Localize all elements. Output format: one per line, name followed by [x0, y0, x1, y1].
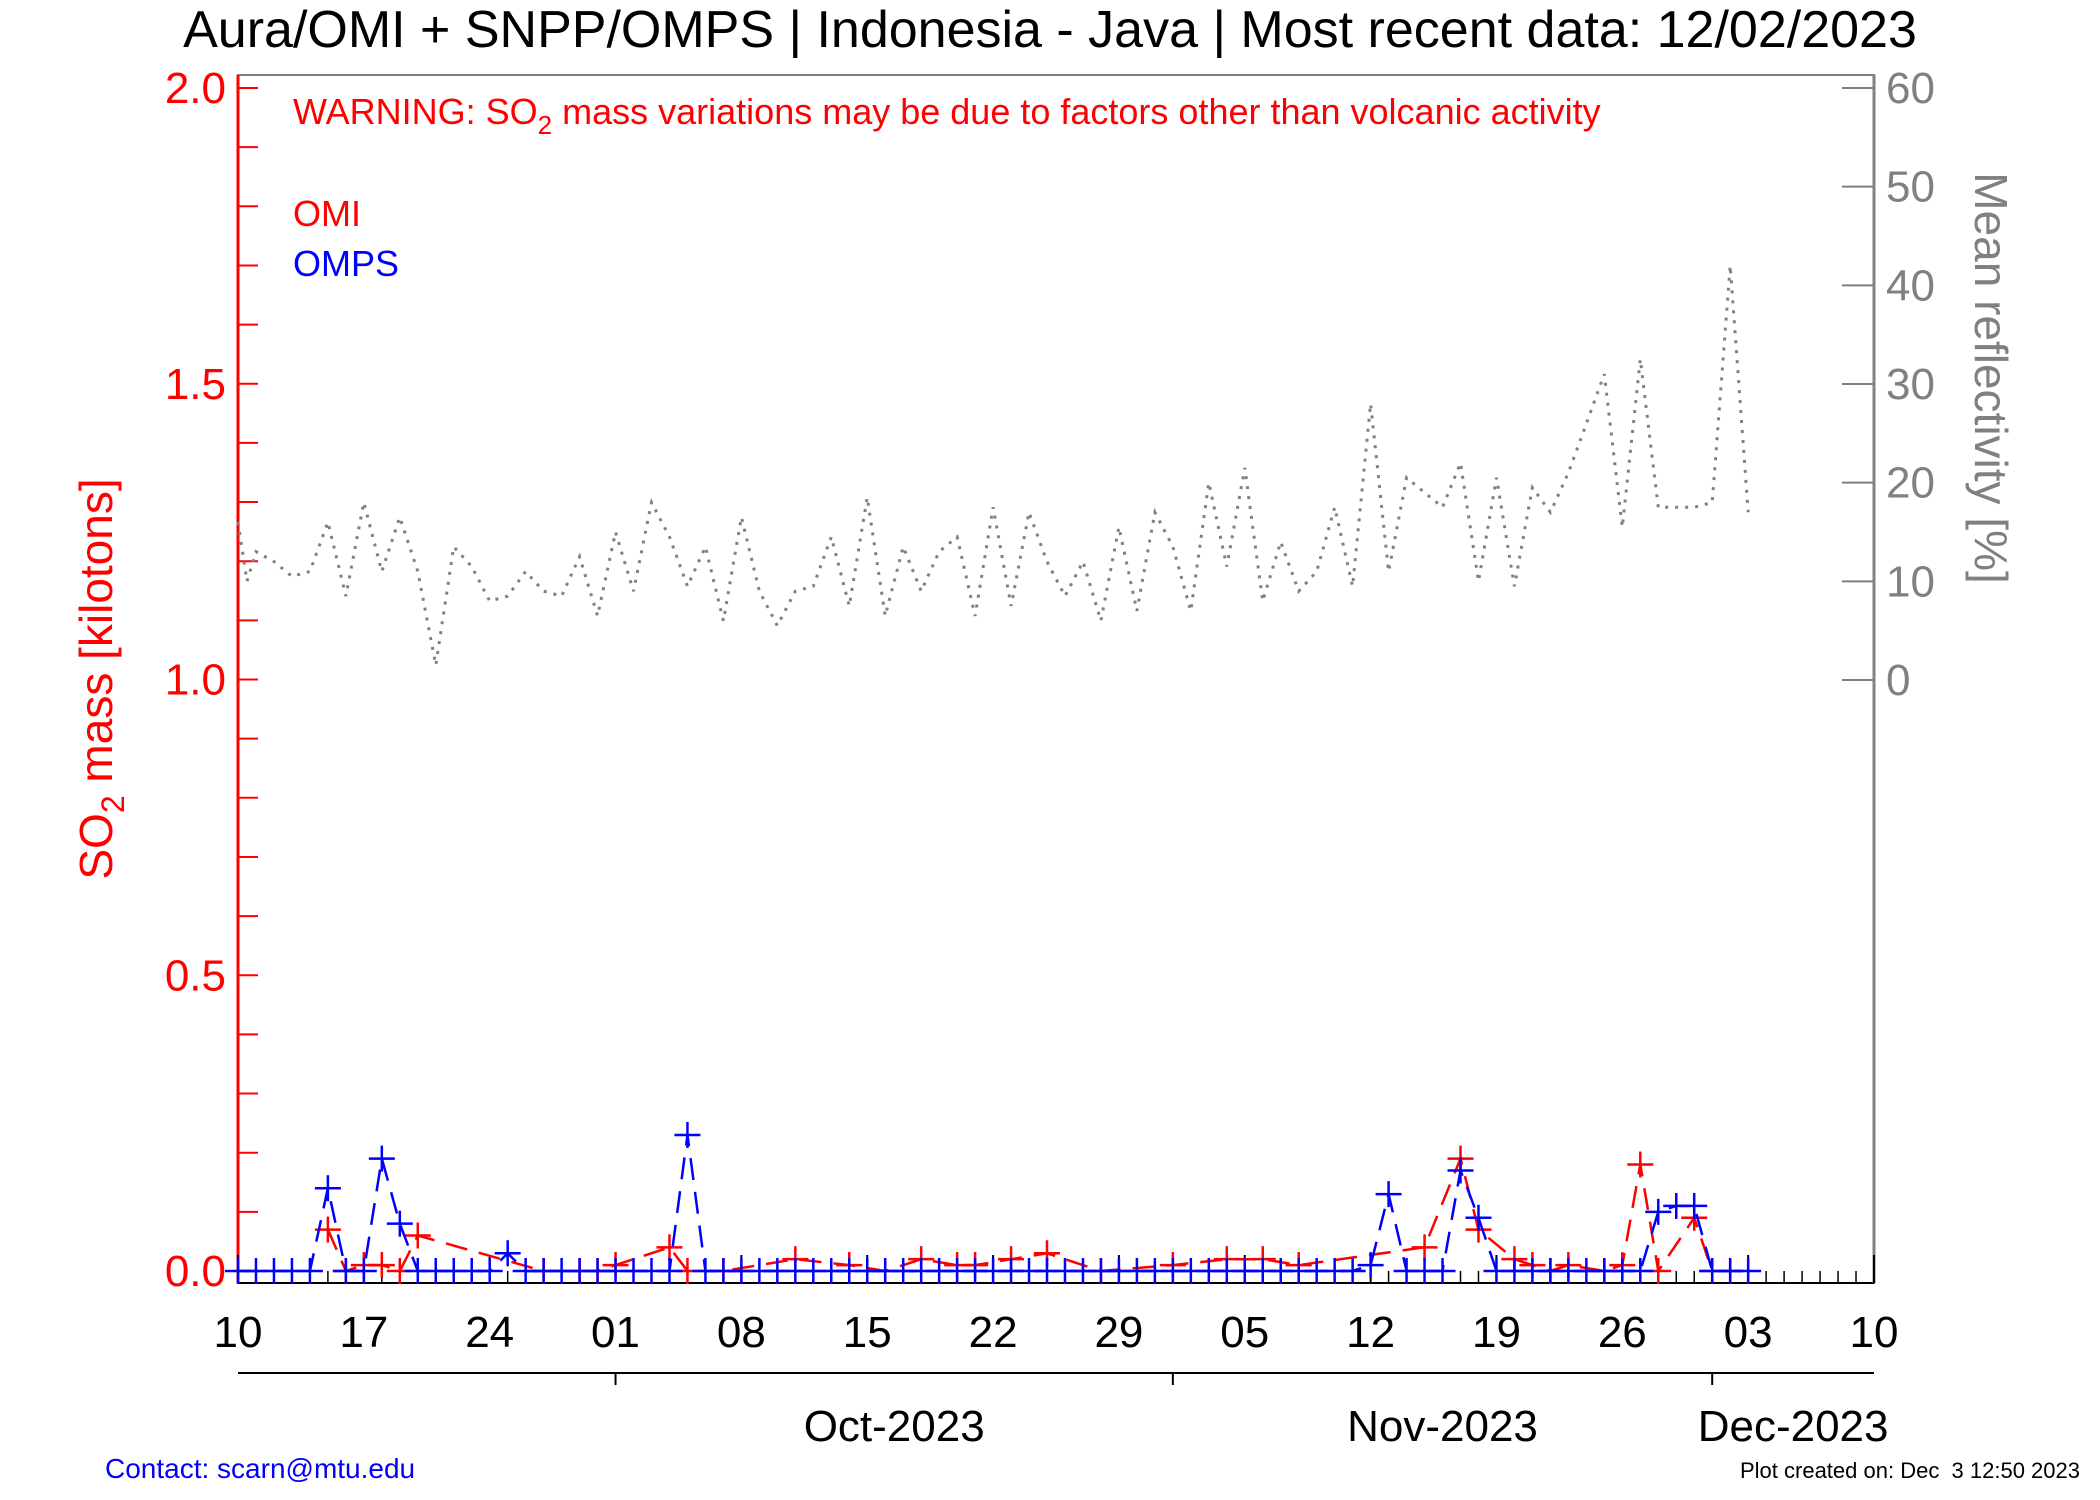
right-tick-label: 40 — [1886, 261, 1935, 310]
omps-line — [238, 1134, 1749, 1273]
x-tick-label: 17 — [339, 1308, 388, 1357]
omi-line — [326, 1154, 1731, 1275]
omps-marker — [368, 1145, 395, 1172]
right-tick-label: 50 — [1886, 163, 1935, 212]
chart-title: Aura/OMI + SNPP/OMPS | Indonesia - Java … — [183, 1, 1917, 59]
omps-marker — [476, 1258, 503, 1284]
omps-marker — [350, 1258, 377, 1284]
omps-marker — [1645, 1198, 1672, 1225]
omps-marker — [386, 1210, 413, 1237]
omi-marker — [368, 1252, 395, 1279]
contact-text[interactable]: Contact: scarn@mtu.edu — [105, 1453, 415, 1484]
x-tick-label: 01 — [591, 1308, 640, 1357]
month-label: Nov-2023 — [1347, 1402, 1538, 1451]
omps-marker — [314, 1175, 341, 1202]
ticks-layer: 10 17 24 01 08 15 22 29 05 12 19 26 03 10 Oct-2023 Nov-… — [165, 64, 1935, 1451]
series-layer — [225, 265, 1762, 1284]
x-tick-label: 19 — [1472, 1308, 1521, 1357]
x-tick-label: 15 — [843, 1308, 892, 1357]
omps-marker — [656, 1258, 683, 1284]
warning-text: WARNING: SO2 mass variations may be due … — [293, 91, 1601, 140]
x-tick-label: 03 — [1724, 1308, 1773, 1357]
x-tick-label: 29 — [1094, 1308, 1143, 1357]
legend-omps: OMPS — [293, 243, 399, 284]
omi-marker — [1411, 1234, 1438, 1261]
omps-marker — [296, 1258, 323, 1284]
right-axis-label: Mean reflectivity [%] — [1965, 172, 2017, 584]
x-tick-label: 08 — [717, 1308, 766, 1357]
left-axis-label: SO2 mass [kilotons] — [70, 478, 131, 879]
right-tick-label: 0 — [1886, 656, 1910, 705]
left-tick-label: 1.0 — [165, 656, 226, 705]
x-tick-label: 10 — [214, 1308, 263, 1357]
right-tick-label: 10 — [1886, 557, 1935, 606]
left-axis-label-subscript: 2 — [95, 795, 131, 813]
x-tick-label: 12 — [1346, 1308, 1395, 1357]
month-label: Oct-2023 — [804, 1402, 985, 1451]
left-tick-label: 0.0 — [165, 1247, 226, 1296]
omps-marker — [1735, 1258, 1762, 1284]
x-tick-label: 26 — [1598, 1308, 1647, 1357]
month-label: Dec-2023 — [1698, 1402, 1889, 1451]
omps-marker — [1357, 1252, 1384, 1279]
omps-marker — [1465, 1204, 1492, 1231]
right-tick-label: 20 — [1886, 459, 1935, 508]
left-tick-label: 0.5 — [165, 951, 226, 1000]
omps-marker — [1339, 1258, 1366, 1284]
warning-suffix: mass variations may be due to factors ot… — [552, 91, 1600, 132]
x-tick-label: 05 — [1220, 1308, 1269, 1357]
omps-marker — [1375, 1181, 1402, 1208]
left-tick-label: 1.5 — [165, 360, 226, 409]
omi-marker — [404, 1222, 431, 1249]
right-tick-label: 60 — [1886, 64, 1935, 113]
x-tick-label: 10 — [1850, 1308, 1899, 1357]
x-tick-label: 24 — [465, 1308, 514, 1357]
left-tick-label: 2.0 — [165, 64, 226, 113]
omps-marker — [494, 1240, 521, 1267]
omi-marker — [1627, 1151, 1654, 1178]
legend-omi: OMI — [293, 193, 361, 234]
omps-marker — [1429, 1258, 1456, 1284]
x-tick-label: 22 — [969, 1308, 1018, 1357]
omi-marker — [656, 1234, 683, 1261]
created-text: Plot created on: Dec 3 12:50 2023 — [1740, 1458, 2080, 1483]
plot-frame — [237, 74, 1875, 1284]
omps-marker — [674, 1121, 701, 1148]
right-tick-label: 30 — [1886, 360, 1935, 409]
reflectivity-line — [236, 265, 1750, 666]
omps-marker — [1627, 1258, 1654, 1284]
warning-prefix: WARNING: SO — [293, 91, 538, 132]
warning-subscript: 2 — [538, 110, 552, 140]
omps-marker — [1681, 1192, 1708, 1219]
omps-marker — [1447, 1157, 1474, 1184]
left-axis-label-prefix: SO — [70, 813, 122, 879]
left-axis-label-suffix: mass [kilotons] — [70, 478, 122, 795]
